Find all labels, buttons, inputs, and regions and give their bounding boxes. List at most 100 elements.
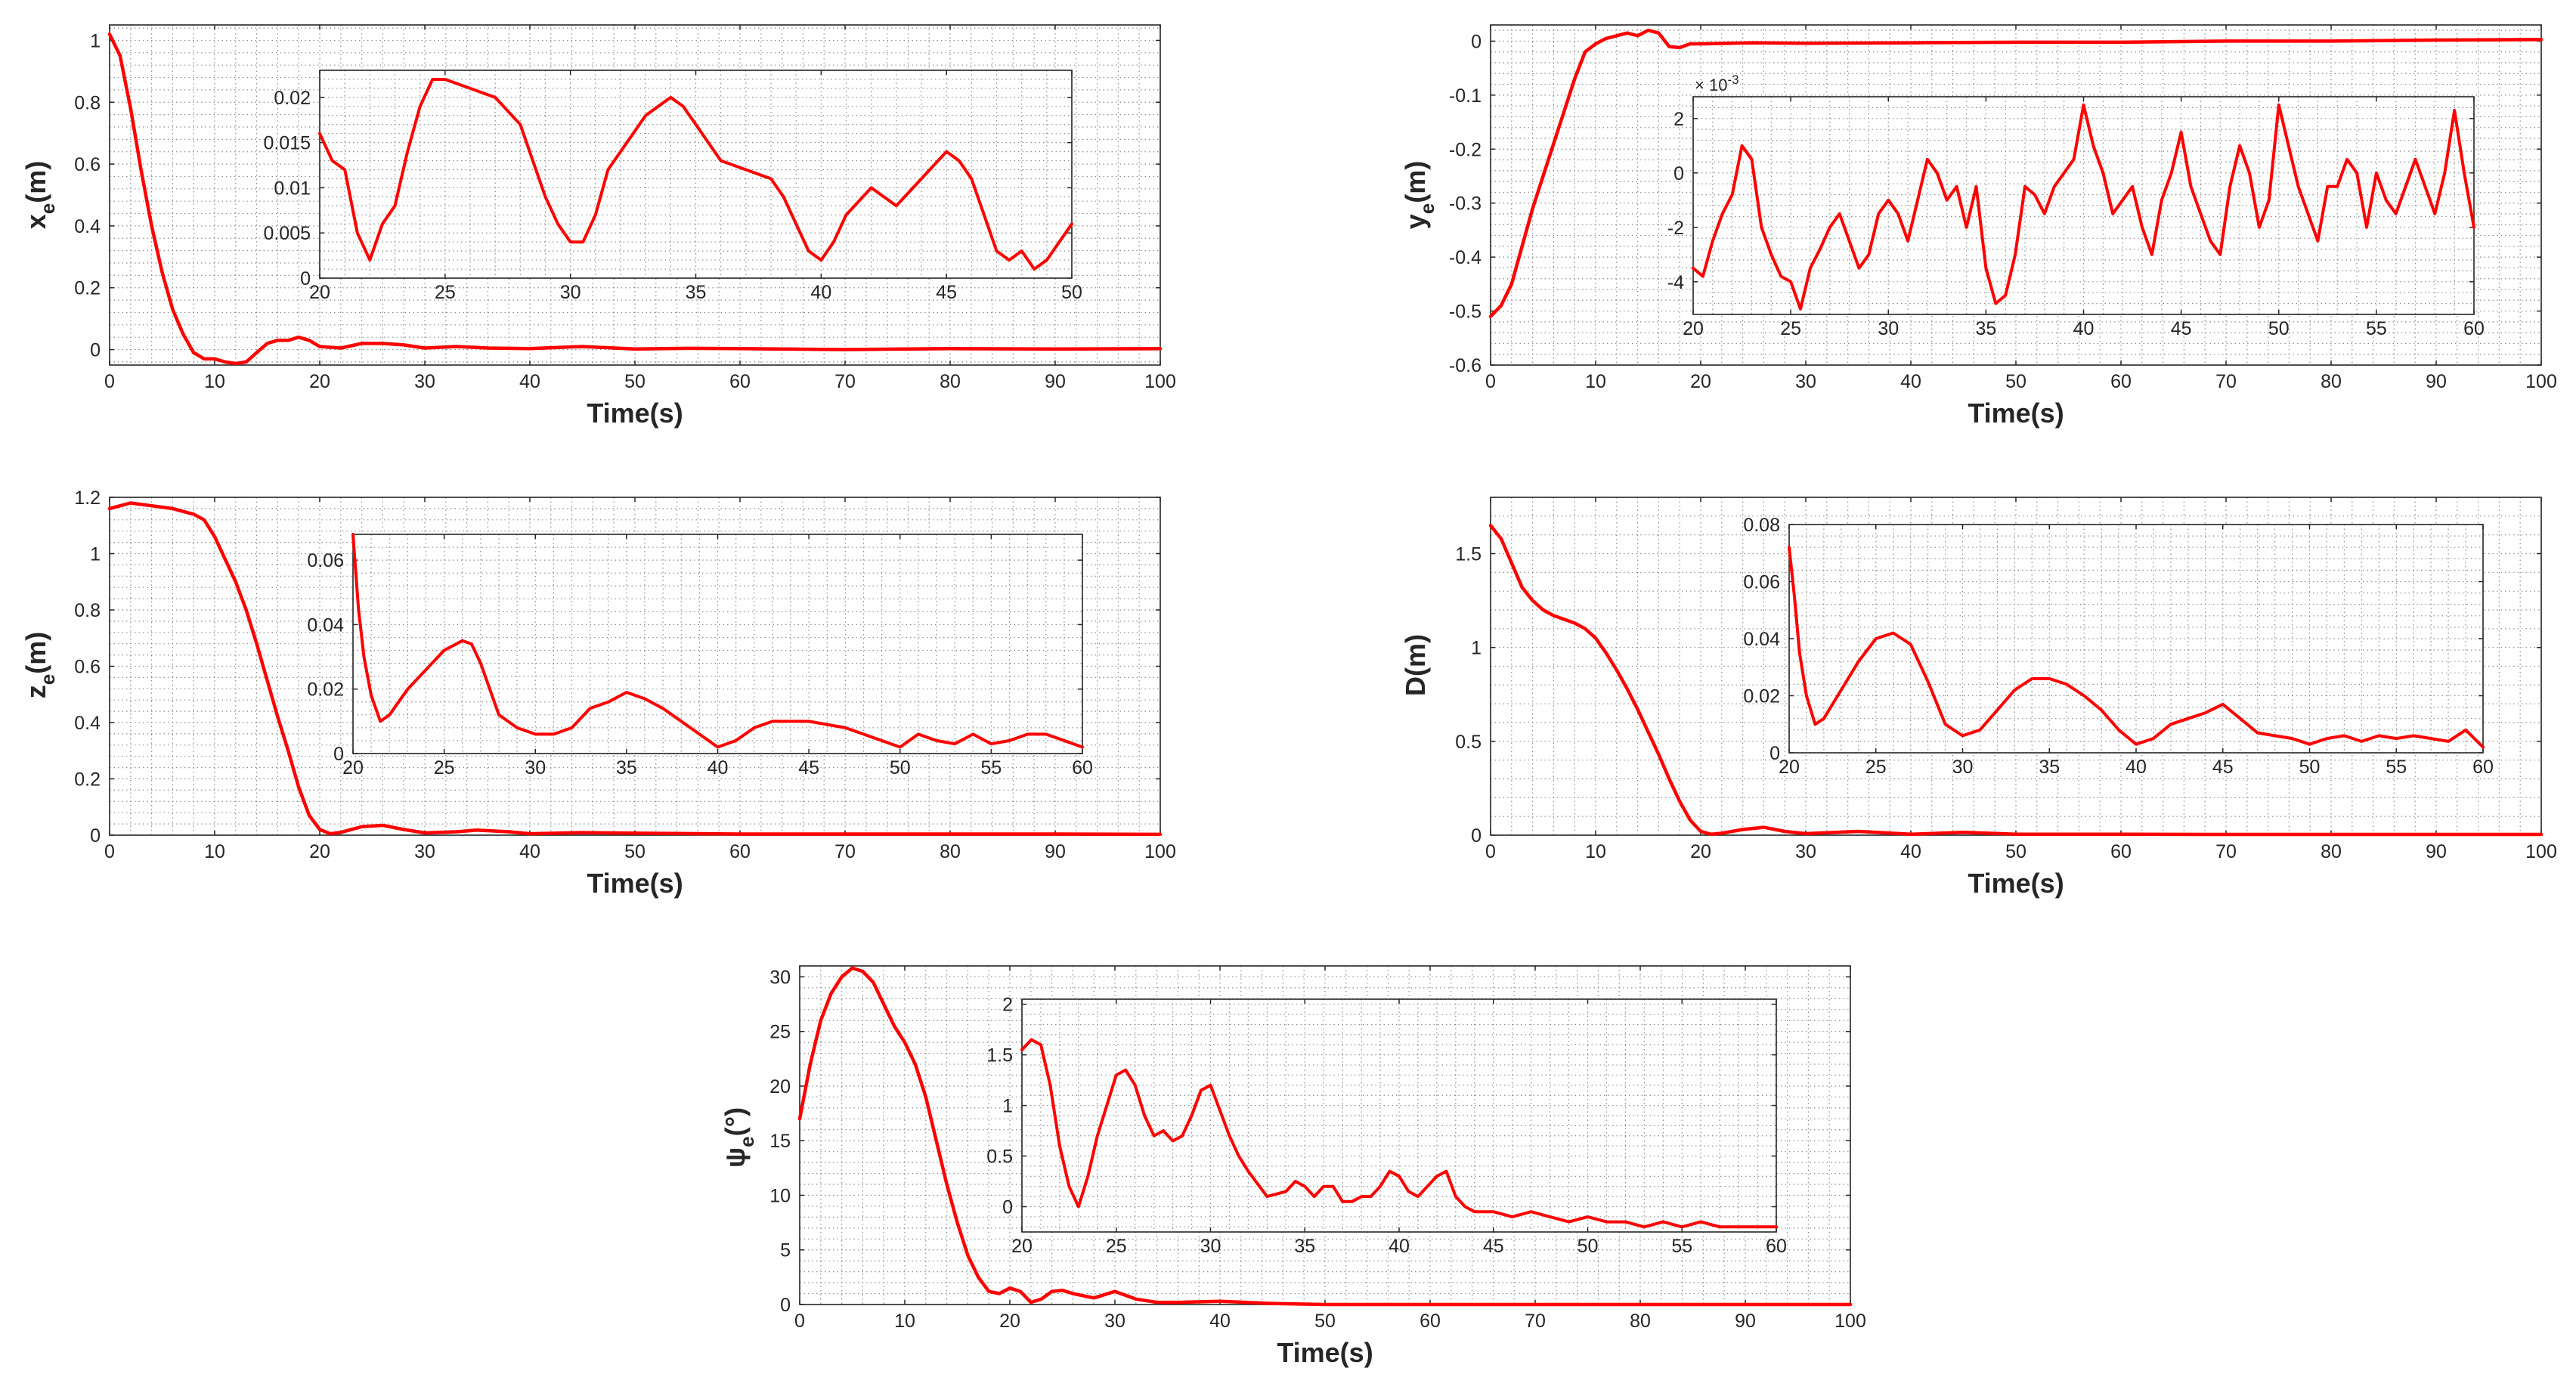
D-inset-ytick-label: 0.04	[1743, 629, 1780, 650]
D-xtick-label: 40	[1900, 841, 1921, 862]
psie-inset: 20 25 30 35 40 45 50 55 60 0 0.5 1 1.5 2	[986, 995, 1787, 1257]
ze-xtick-label: 100	[1144, 841, 1176, 862]
xe-ylabel-sub: e	[36, 203, 59, 214]
xe-ytick-label: 0.6	[74, 154, 101, 175]
xe-inset-ytick-label: 0.01	[274, 178, 311, 199]
ze-ytick-label: 0.4	[74, 713, 101, 734]
ye-ytick-label: -0.6	[1449, 355, 1482, 376]
psie-xtick-label: 0	[794, 1311, 805, 1332]
D-inset-axes-box	[1788, 524, 2484, 754]
ze-grid	[109, 497, 1161, 836]
psie-xtick-label: 100	[1834, 1311, 1866, 1332]
xe-xtick-label: 30	[414, 371, 435, 392]
psie-xtick-label: 20	[999, 1311, 1020, 1332]
ye-inset-ytick-label: 0	[1673, 163, 1684, 184]
xe-grid	[109, 25, 1161, 365]
ye-ytick-label: 0	[1471, 31, 1482, 52]
ze-xtick-label: 20	[309, 841, 330, 862]
D-inset-xtick-label: 45	[2212, 757, 2234, 778]
xe-xtick-label: 80	[940, 371, 961, 392]
psie-inset-xtick-label: 50	[1577, 1236, 1599, 1257]
xe-xtick-label: 60	[729, 371, 751, 392]
xe-inset-ytick-label: 0.005	[263, 223, 311, 244]
ze-series-line	[107, 501, 1163, 837]
xe-xtick-label: 100	[1144, 371, 1176, 392]
psie-xtick-label: 50	[1314, 1311, 1336, 1332]
D-inset-xtick-label: 55	[2386, 757, 2407, 778]
xe-xtick-label: 70	[834, 371, 856, 392]
ye-inset-ytick-label: -2	[1667, 218, 1684, 239]
panel-D: 0 10 20 30 40 50 60 70 80 90 100 0 0.5 1 1.5 Time(s) D(m…	[1400, 497, 2557, 899]
psie-inset-ytick-label: 0.5	[986, 1147, 1013, 1168]
ye-inset-ytick-label: 2	[1673, 109, 1684, 130]
panel-ze: 0 10 20 30 40 50 60 70 80 90 100 0 0.2 0.4 0.6 0.8 1 1.2 T…	[20, 487, 1176, 899]
psie-ytick-label: 0	[780, 1295, 791, 1316]
ze-inset-xtick-label: 35	[616, 757, 637, 778]
xe-inset-xtick-label: 40	[810, 282, 831, 303]
ze-inset-xtick-label: 60	[1072, 757, 1093, 778]
xe-xtick-label: 0	[104, 371, 115, 392]
xe-inset-xtick-label: 45	[936, 282, 957, 303]
psie-xtick-label: 60	[1420, 1311, 1441, 1332]
ye-xtick-label: 40	[1900, 371, 1921, 392]
psie-ytick-label: 25	[769, 1022, 791, 1043]
psie-xtick-label: 40	[1209, 1311, 1231, 1332]
psie-ytick-label: 10	[769, 1185, 791, 1206]
psie-inset-ytick-label: 2	[1002, 995, 1013, 1016]
ye-inset-xtick-label: 25	[1780, 318, 1801, 339]
ze-inset-xtick-label: 20	[342, 757, 364, 778]
ye-inset-xtick-label: 30	[1878, 318, 1899, 339]
D-xtick-label: 30	[1795, 841, 1816, 862]
D-series-line	[1488, 524, 2543, 837]
ye-inset-xtick-label: 35	[1975, 318, 1996, 339]
xe-inset-series-line	[318, 78, 1073, 271]
ze-axes-box	[109, 497, 1161, 836]
psie-inset-ytick-label: 1	[1002, 1096, 1013, 1117]
ye-inset-xtick-label: 60	[2463, 318, 2485, 339]
ye-xtick-label: 20	[1690, 371, 1711, 392]
D-inset-xtick-label: 25	[1865, 757, 1887, 778]
ye-xtick-label: 60	[2110, 371, 2132, 392]
xe-xtick-label: 10	[204, 371, 225, 392]
D-ytick-label: 0	[1471, 825, 1482, 847]
panel-psie: 0 10 20 30 40 50 60 70 80 90 100051015202530Time(s…	[720, 965, 1866, 1368]
ze-inset-xtick-label: 30	[525, 757, 546, 778]
ze-inset-xtick-label: 55	[980, 757, 1002, 778]
D-inset-xtick-label: 35	[2039, 757, 2060, 778]
psie-xtick-label: 90	[1735, 1311, 1756, 1332]
ye-ytick-label: -0.5	[1449, 302, 1482, 323]
psie-ylabel-unit: (°)	[720, 1107, 751, 1136]
xe-inset-xtick-label: 30	[560, 282, 581, 303]
ze-ytick-label: 1	[90, 544, 101, 565]
D-inset-ytick-label: 0.02	[1743, 686, 1780, 707]
psie-inset-ytick-label: 0	[1002, 1197, 1013, 1218]
ye-xtick-label: 30	[1795, 371, 1816, 392]
psie-inset-ytick-label: 1.5	[986, 1045, 1013, 1066]
ze-xtick-label: 10	[204, 841, 225, 862]
psie-xtick-label: 30	[1104, 1311, 1125, 1332]
panel-ye: 0 10 20 30 40 50 60 70 80 90 100-0.6-0.5-0.4-0.3-0…	[1400, 24, 2557, 429]
psie-inset-xtick-label: 35	[1294, 1236, 1315, 1257]
D-inset-xtick-label: 20	[1779, 757, 1800, 778]
xe-xtick-label: 90	[1045, 371, 1066, 392]
ye-inset-series-line	[1692, 103, 2475, 311]
D-inset: 20 25 30 35 40 45 50 55 60 0 0.02 0.04 0.06 0.08	[1743, 515, 2494, 778]
D-xtick-label: 0	[1485, 841, 1496, 862]
D-inset-ytick-label: 0.08	[1743, 515, 1780, 536]
ze-inset-xtick-label: 50	[890, 757, 911, 778]
xe-series-line	[107, 32, 1163, 366]
D-xtick-label: 60	[2110, 841, 2132, 862]
ye-xtick-label: 90	[2426, 371, 2447, 392]
psie-inset-xtick-label: 40	[1389, 1236, 1410, 1257]
D-xtick-label: 50	[2005, 841, 2026, 862]
ze-inset-ytick-label: 0.02	[307, 679, 344, 701]
xe-ytick-label: 0.2	[74, 278, 101, 299]
xe-ytick-label: 0.4	[74, 216, 101, 237]
ze-ytick-label: 0.2	[74, 769, 101, 791]
psie-ylabel: ψe(°)	[720, 1107, 758, 1168]
xe-inset-ytick-label: 0.02	[274, 88, 311, 109]
ye-ytick-label: -0.1	[1449, 85, 1482, 107]
psie-ytick-label: 5	[780, 1240, 791, 1261]
D-ytick-label: 1	[1471, 638, 1482, 659]
